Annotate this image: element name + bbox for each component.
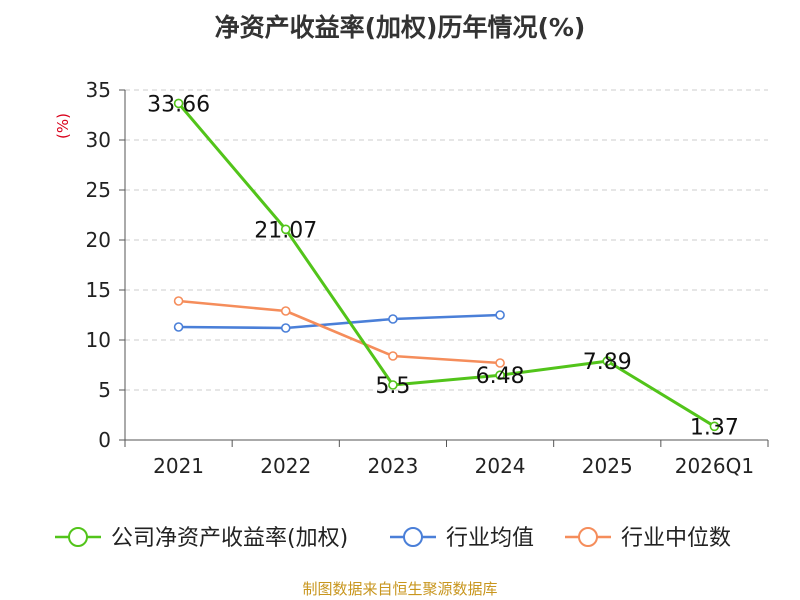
data-point xyxy=(280,306,291,316)
series-layer xyxy=(173,98,720,432)
gridlines xyxy=(125,89,768,391)
data-point xyxy=(280,224,291,235)
data-point xyxy=(173,296,184,306)
x-tick-label: 2023 xyxy=(367,454,418,478)
x-tick-label: 2025 xyxy=(582,454,633,478)
data-point xyxy=(388,380,398,390)
source-note: 制图数据来自恒生聚源数据库 xyxy=(302,580,497,598)
legend-marker xyxy=(68,527,88,547)
series-line-2 xyxy=(178,299,501,365)
data-label: 33.66 xyxy=(147,92,210,117)
series-line-0 xyxy=(177,102,716,428)
y-tick-label: 0 xyxy=(98,428,111,452)
y-tick-label: 20 xyxy=(86,228,111,252)
legend-label: 行业均值 xyxy=(446,526,534,551)
data-label: 7.89 xyxy=(583,350,632,375)
data-point xyxy=(173,98,184,109)
data-point xyxy=(495,310,505,320)
data-point xyxy=(173,322,184,332)
y-axis-label: (%) xyxy=(54,113,72,139)
data-point xyxy=(388,351,398,361)
y-tick-label: 25 xyxy=(86,178,111,202)
data-point xyxy=(495,358,505,368)
x-tick-label: 2024 xyxy=(475,454,526,478)
data-point xyxy=(388,314,398,324)
legend-marker xyxy=(403,527,423,547)
legend-label: 公司净资产收益率(加权) xyxy=(111,526,348,551)
data-label: 1.37 xyxy=(690,415,739,440)
legend-marker xyxy=(578,527,598,547)
y-tick-label: 5 xyxy=(98,378,111,402)
data-point xyxy=(495,370,505,381)
x-tick-label: 2026Q1 xyxy=(675,454,754,478)
data-point xyxy=(709,421,720,432)
y-tick-label: 35 xyxy=(86,78,111,102)
series-line-1 xyxy=(178,313,501,330)
data-point xyxy=(280,323,291,333)
data-point xyxy=(602,356,613,366)
data-labels: 33.66 21.07 5.5 6.48 7.89 1.37 xyxy=(147,92,739,440)
x-tick-label: 2022 xyxy=(260,454,311,478)
x-tick-label: 2021 xyxy=(153,454,204,478)
y-tick-label: 10 xyxy=(86,328,111,352)
y-tick-label: 15 xyxy=(86,278,111,302)
data-label: 6.48 xyxy=(476,364,525,389)
legend-label: 行业中位数 xyxy=(621,526,731,551)
y-tick-label: 30 xyxy=(86,128,111,152)
chart-title: 净资产收益率(加权)历年情况(%) xyxy=(215,13,586,42)
legend: 公司净资产收益率(加权) 行业均值 行业中位数 xyxy=(55,526,731,551)
data-label: 21.07 xyxy=(254,218,317,243)
data-label: 5.5 xyxy=(375,374,410,399)
